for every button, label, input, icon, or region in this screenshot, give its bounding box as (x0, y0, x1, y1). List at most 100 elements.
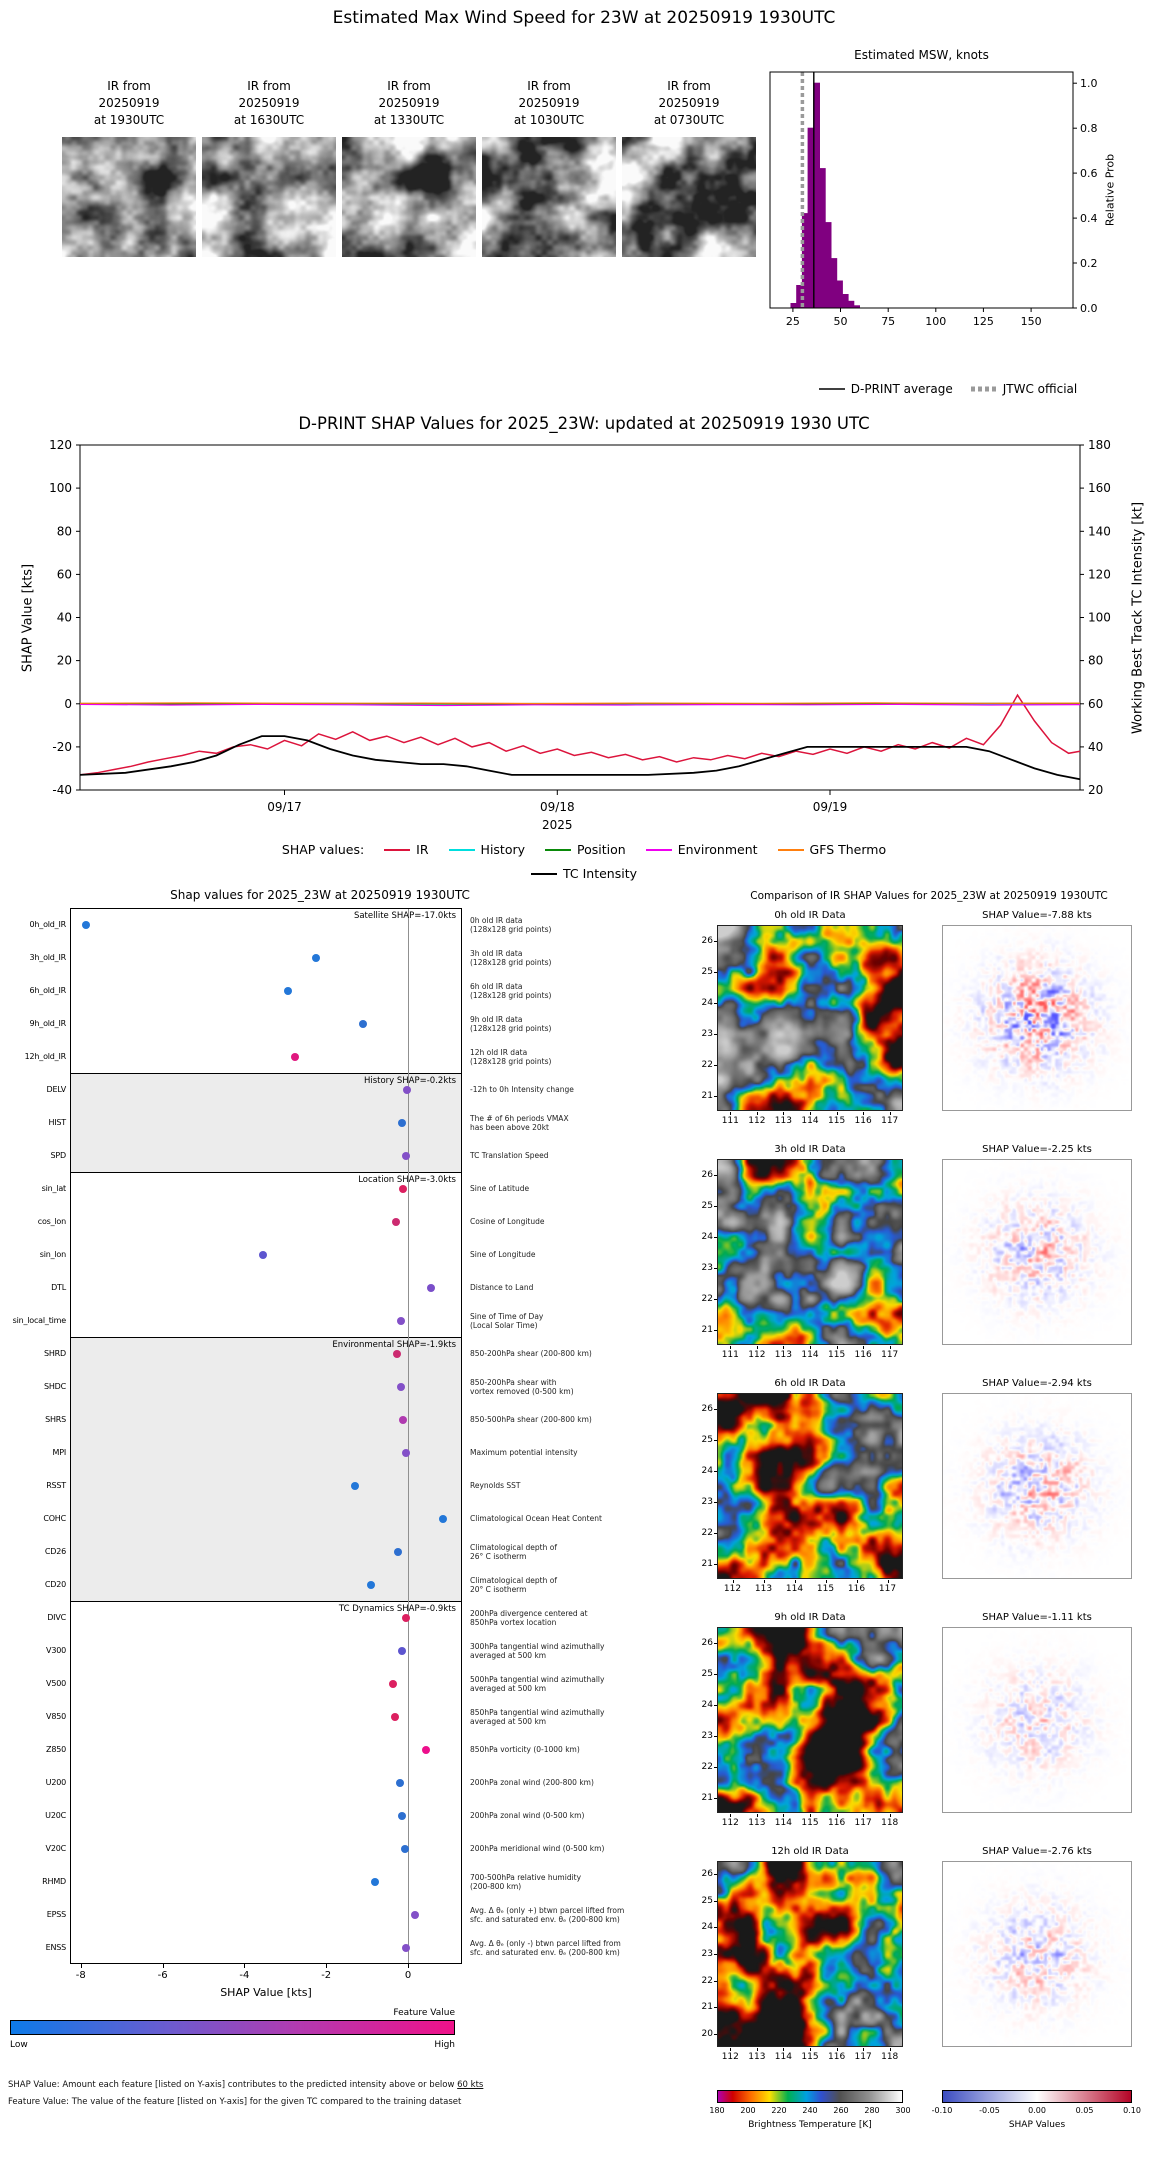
legend-label: TC Intensity (562, 866, 637, 881)
shap-map-title: SHAP Value=-1.11 kts (982, 1612, 1092, 1623)
dotplot-xtick-mark (244, 1964, 246, 1968)
histogram-xtick-label: 25 (786, 315, 800, 328)
feature-description-line: 3h old IR data (470, 948, 523, 958)
bt-colorbar-tick-label: 280 (864, 2106, 880, 2115)
feature-shap-dot (371, 1877, 380, 1886)
feature-description: 12h old IR data (128x128 grid points) (470, 1048, 670, 1066)
lat-tick-label: 24 (701, 1922, 713, 1933)
ir-satellite-image (202, 137, 336, 257)
timeseries-legend-row2: TC Intensity (0, 866, 1168, 881)
lat-tick-mark (714, 1439, 717, 1441)
feature-shap-dot (391, 1217, 400, 1226)
legend-label: History (480, 842, 526, 857)
lat-tick-mark (714, 1267, 717, 1269)
right-ytick-label: 160 (1088, 481, 1111, 495)
feature-description: 850hPa tangential wind azimuthally averag… (470, 1708, 670, 1726)
section-label: Environmental SHAP=-1.9kts (332, 1340, 456, 1350)
histogram-bar (841, 294, 849, 309)
lon-tick-mark (783, 1112, 785, 1115)
feature-description-line: averaged at 500 km (470, 1716, 547, 1726)
left-ytick-label: 80 (57, 524, 72, 538)
timeseries-plot: 120 180 100 160 80 140 60 120 40 100 20 80 0 60 -20 40 -… (49, 438, 1111, 832)
right-ytick-label: 40 (1088, 740, 1103, 754)
ir-thumbnail-label: IR from 20250919 at 1330UTC (342, 78, 476, 129)
feature-description: 200hPa divergence centered at 850hPa vort… (470, 1609, 670, 1627)
feature-shap-dot (399, 1184, 408, 1193)
ir-thumbnail-label-line: at 1330UTC (373, 113, 445, 127)
lon-tick-label: 112 (748, 1350, 766, 1360)
section-band (70, 1337, 462, 1601)
shap-colorbar-tick-label: -0.10 (931, 2106, 953, 2115)
line-swatch (777, 848, 804, 851)
lon-tick-mark (756, 2048, 758, 2051)
feature-shap-dot (350, 1481, 359, 1490)
colorbar-high-label: High (434, 2040, 455, 2050)
ir-thumbnail-label-line: 20250919 (518, 96, 580, 110)
dotplot-xtick-label: -6 (157, 1970, 168, 1981)
feature-shap-dot (395, 1778, 404, 1787)
histogram-bar (824, 222, 832, 309)
lat-tick-label: 25 (701, 1668, 713, 1679)
feature-shap-dot (81, 920, 90, 929)
ir-data-map (717, 1627, 903, 1813)
lat-tick-label: 21 (701, 1090, 713, 1101)
shap-map-title: SHAP Value=-2.76 kts (982, 1846, 1092, 1857)
lon-tick-mark (856, 1580, 858, 1583)
feature-label: cos_lon (37, 1216, 66, 1226)
shap-map-title: SHAP Value=-7.88 kts (982, 910, 1092, 921)
histogram-bar (819, 168, 826, 309)
ir-thumbnail-label: IR from 20250919 at 1030UTC (482, 78, 616, 129)
lat-tick-mark (714, 2033, 717, 2035)
lat-tick-mark (714, 1704, 717, 1706)
histogram-ytick-label: 0.2 (1080, 257, 1098, 270)
lon-tick-label: 116 (828, 1818, 846, 1828)
feature-description-line: 500hPa tangential wind azimuthally (470, 1674, 605, 1684)
lon-tick-label: 114 (801, 1350, 819, 1360)
lat-tick-label: 25 (701, 1200, 713, 1211)
legend-jtwc-official: JTWC official (970, 382, 1077, 396)
year-label: 2025 (542, 818, 573, 832)
lon-tick-label: 113 (748, 2052, 766, 2062)
feature-description-line: sfc. and saturated env. θₑ (200-800 km) (470, 1947, 620, 1957)
feature-label: sin_lat (41, 1183, 67, 1193)
lat-tick-mark (714, 1298, 717, 1300)
lat-tick-label: 21 (701, 2002, 713, 2013)
histogram-xtick-label: 150 (1021, 315, 1042, 328)
feature-description-line: Sine of Latitude (470, 1184, 530, 1193)
histogram-ytick-label: 0.8 (1080, 122, 1098, 135)
feature-shap-dot (411, 1910, 420, 1919)
right-ytick-label: 100 (1088, 611, 1111, 625)
lon-tick-mark (810, 1814, 811, 1817)
lat-tick-mark (714, 2007, 717, 2009)
feature-description-line: 850-200hPa shear with (470, 1377, 557, 1387)
legend-label: D-PRINT average (850, 382, 953, 396)
histogram-ytick-label: 0.6 (1080, 167, 1098, 180)
feature-description-line: sfc. and saturated env. θₑ (200-800 km) (470, 1914, 620, 1924)
feature-description-line: 300hPa tangential wind azimuthally (470, 1641, 605, 1651)
feature-label: EPSS (46, 1909, 66, 1919)
lat-tick-mark (714, 1642, 717, 1644)
lat-tick-label: 21 (701, 1792, 713, 1803)
feature-label: V850 (46, 1711, 66, 1721)
ir-thumbnail: IR from 20250919 at 0730UTC (622, 78, 756, 257)
lat-tick-label: 25 (701, 966, 713, 977)
feature-description: 6h old IR data (128x128 grid points) (470, 982, 670, 1000)
feature-description-line: 200hPa meridional wind (0-500 km) (470, 1844, 605, 1853)
lon-tick-mark (794, 1580, 796, 1583)
lat-tick-mark (714, 971, 717, 973)
feature-value-colorbar (10, 2020, 455, 2035)
lat-tick-mark (714, 1980, 717, 1982)
shap-colorbar-tick-label: 0.05 (1075, 2106, 1094, 2115)
feature-shap-dot (396, 1382, 405, 1391)
left-ytick-label: 40 (57, 611, 72, 625)
line-swatch (530, 872, 557, 875)
lat-tick-mark (714, 940, 717, 942)
lon-tick-label: 114 (774, 1818, 792, 1828)
feature-description: Climatological Ocean Heat Content (470, 1514, 670, 1523)
ir-data-map (717, 925, 903, 1111)
feature-label: DTL (51, 1282, 66, 1292)
shap-values-colorbar (942, 2090, 1132, 2103)
feature-description-line: averaged at 500 km (470, 1683, 547, 1693)
ir-thumbnail: IR from 20250919 at 1630UTC (202, 78, 336, 257)
